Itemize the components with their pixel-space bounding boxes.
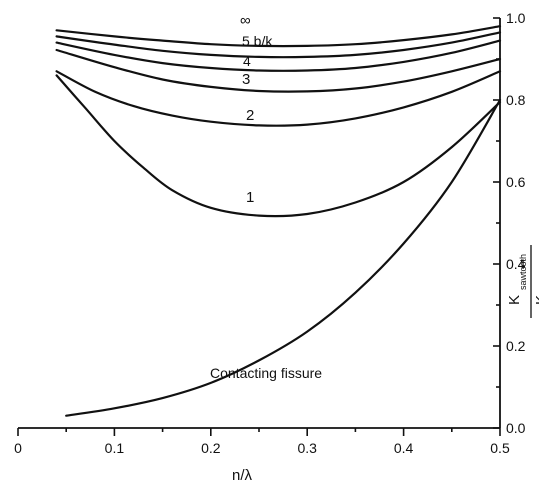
x-tick-label: 0 bbox=[14, 440, 22, 456]
series-label-contacting-fissure: Contacting fissure bbox=[210, 365, 322, 381]
x-tick-label: 0.2 bbox=[201, 440, 221, 456]
axes: 0 0.1 0.2 0.3 0.4 0.5 0.0 0.2 0.4 0.6 0.8 1.0 bbox=[14, 10, 526, 456]
x-tick-label: 0.5 bbox=[490, 440, 510, 456]
y-axis-label: K sawtooth K sinusoidal bbox=[506, 245, 539, 318]
y-label-top-sub: sawtooth bbox=[518, 254, 528, 290]
series-label-4: 4 bbox=[243, 53, 251, 69]
curve-contacting-fissure bbox=[65, 98, 502, 417]
y-label-bottom-k: K bbox=[533, 295, 539, 305]
curve-2 bbox=[55, 70, 502, 127]
y-tick-label: 0.4 bbox=[506, 256, 526, 272]
curve-5-b-k bbox=[55, 31, 502, 59]
series-labels: ∞ 5 b/k 4 3 2 1 Contacting fissure bbox=[210, 12, 322, 381]
curve-4 bbox=[55, 39, 502, 72]
curves bbox=[55, 25, 502, 417]
series-label-1: 1 bbox=[246, 189, 254, 206]
y-tick-label: 0.2 bbox=[506, 338, 526, 354]
x-tick-label: 0.3 bbox=[297, 440, 317, 456]
series-label-infinity: ∞ bbox=[240, 12, 251, 29]
series-label-5-b-k: 5 b/k bbox=[242, 33, 273, 49]
curve-3 bbox=[55, 48, 502, 93]
y-label-top-k: K bbox=[506, 295, 523, 305]
y-tick-label: 1.0 bbox=[506, 10, 526, 26]
series-label-3: 3 bbox=[242, 71, 250, 88]
curve-1 bbox=[55, 74, 502, 218]
x-tick-label: 0.4 bbox=[394, 440, 414, 456]
series-label-2: 2 bbox=[246, 107, 254, 124]
curve-infinity bbox=[55, 25, 502, 48]
y-tick-label: 0.6 bbox=[506, 174, 526, 190]
x-tick-label: 0.1 bbox=[105, 440, 125, 456]
x-axis-label: n/λ bbox=[232, 467, 253, 484]
y-tick-label: 0.8 bbox=[506, 92, 526, 108]
y-tick-label: 0.0 bbox=[506, 420, 526, 436]
